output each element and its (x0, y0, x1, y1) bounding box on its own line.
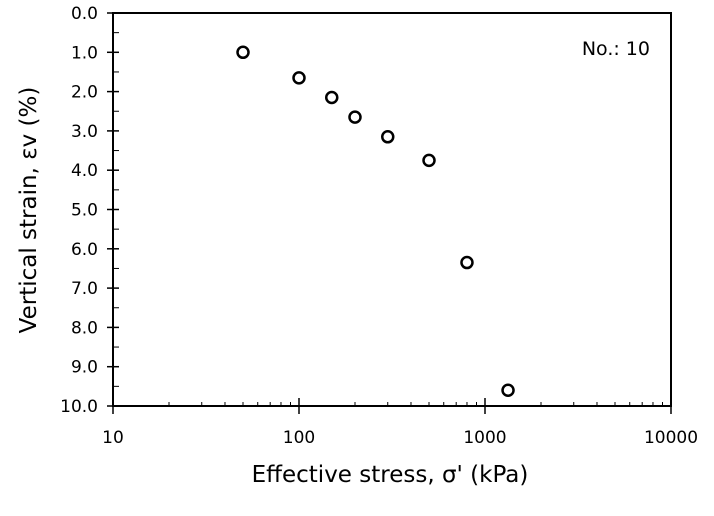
data-point (501, 383, 515, 398)
data-point (236, 45, 250, 60)
y-tick-label: 5.0 (71, 201, 98, 221)
data-point (380, 130, 395, 144)
y-tick-label: 2.0 (71, 83, 98, 103)
y-tick-label: 4.0 (71, 161, 98, 181)
x-axis-label: Effective stress, σ' (kPa) (252, 462, 529, 488)
data-points (236, 45, 515, 398)
x-tick-label: 1000 (463, 428, 506, 448)
y-tick-label: 8.0 (71, 318, 98, 338)
x-tick-label: 100 (283, 428, 315, 448)
y-tick-label: 0.0 (71, 4, 98, 24)
y-tick-label: 3.0 (71, 122, 98, 142)
plot-frame (112, 12, 672, 407)
x-tick-label: 10000 (644, 428, 698, 448)
y-tick-label: 1.0 (71, 43, 98, 63)
axes (107, 12, 672, 414)
annotation-label: No.: 10 (582, 38, 650, 60)
x-tick-label: 10 (102, 428, 124, 448)
y-axis-label: Vertical strain, εv (%) (16, 87, 42, 334)
data-point (292, 71, 306, 85)
tick-labels: 10 100 1000 10000 0.0 1.0 2.0 3.0 4.0 5.0 6.0 7.0 8.… (60, 4, 698, 448)
y-tick-label: 6.0 (71, 240, 98, 260)
data-point (325, 90, 339, 105)
y-tick-label: 7.0 (71, 279, 98, 299)
y-tick-label: 10.0 (60, 397, 98, 417)
y-tick-label: 9.0 (71, 358, 98, 378)
data-point (348, 110, 362, 124)
data-point (422, 153, 436, 168)
data-point (460, 255, 474, 270)
